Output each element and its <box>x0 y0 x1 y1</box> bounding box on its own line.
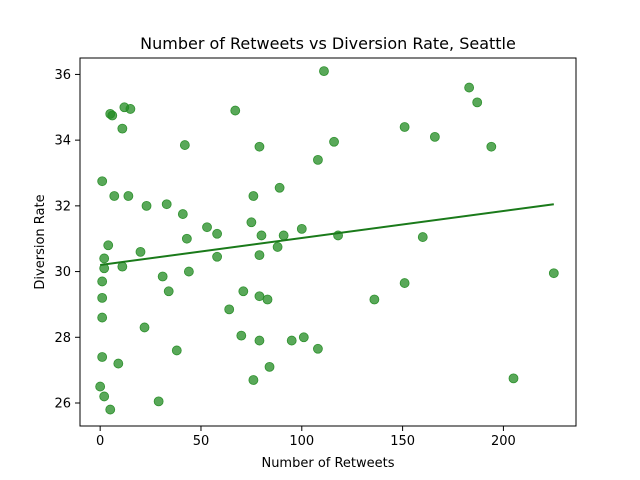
data-point-47 <box>262 294 273 305</box>
data-point-49 <box>272 242 283 252</box>
data-point-14 <box>123 191 134 201</box>
x-axis-ticks: 0 50 100 150 200 <box>96 426 516 449</box>
data-point-29 <box>179 140 190 150</box>
data-point-45 <box>254 335 265 346</box>
data-point-36 <box>230 105 241 116</box>
data-point-64 <box>429 131 440 142</box>
data-point-0 <box>95 381 106 392</box>
data-point-35 <box>224 304 235 315</box>
x-tick-label-4: 200 <box>491 434 516 449</box>
trend-line <box>100 203 554 266</box>
data-point-67 <box>486 141 497 152</box>
x-tick-label-3: 150 <box>390 434 415 449</box>
data-point-55 <box>313 154 323 165</box>
data-point-56 <box>313 343 323 354</box>
data-point-2 <box>105 404 116 415</box>
plot-frame <box>79 57 577 427</box>
data-point-54 <box>298 332 309 343</box>
data-point-62 <box>399 278 410 288</box>
trend-line-group <box>100 203 554 266</box>
data-point-46 <box>256 230 267 241</box>
data-point-60 <box>369 294 380 305</box>
y-tick-label-3: 32 <box>54 199 71 214</box>
data-point-23 <box>153 396 164 407</box>
data-point-24 <box>157 271 168 282</box>
data-point-38 <box>238 286 249 297</box>
data-point-26 <box>163 286 174 297</box>
data-point-58 <box>329 136 339 147</box>
data-point-27 <box>171 345 182 356</box>
data-point-28 <box>177 209 188 219</box>
data-point-25 <box>161 199 172 210</box>
y-tick-label-5: 36 <box>54 68 71 83</box>
data-point-69 <box>548 268 559 279</box>
data-point-65 <box>464 82 475 93</box>
data-point-9 <box>99 253 110 264</box>
data-point-6 <box>97 292 108 303</box>
data-point-40 <box>248 191 259 201</box>
x-tick-label-0: 0 <box>96 434 104 449</box>
data-point-39 <box>246 217 257 228</box>
data-point-57 <box>319 66 329 77</box>
data-point-30 <box>181 233 192 244</box>
data-point-48 <box>264 361 275 372</box>
data-point-20 <box>135 246 146 257</box>
data-point-16 <box>107 110 118 121</box>
y-axis-ticks: 26 28 30 32 34 36 <box>54 68 80 412</box>
data-point-34 <box>212 251 223 262</box>
data-point-63 <box>417 232 428 242</box>
plot-marks <box>95 66 559 415</box>
data-point-13 <box>109 191 120 201</box>
data-point-32 <box>202 222 212 233</box>
data-point-44 <box>254 291 265 302</box>
x-tick-label-2: 100 <box>289 434 314 449</box>
data-point-33 <box>212 228 223 239</box>
data-point-5 <box>97 312 108 323</box>
data-point-3 <box>97 352 108 362</box>
data-point-22 <box>141 200 152 211</box>
data-point-53 <box>296 223 307 234</box>
x-tick-label-1: 50 <box>193 434 210 449</box>
data-point-37 <box>236 330 247 341</box>
x-axis-label: Number of Retweets <box>261 456 394 471</box>
data-point-17 <box>117 123 128 134</box>
data-point-19 <box>125 104 136 114</box>
y-axis-label: Diversion Rate <box>33 194 48 289</box>
data-point-61 <box>399 122 410 132</box>
data-point-42 <box>254 141 265 152</box>
y-tick-label-4: 34 <box>54 134 71 149</box>
data-point-7 <box>97 276 108 287</box>
data-point-43 <box>254 250 265 261</box>
data-point-51 <box>278 230 289 241</box>
data-point-68 <box>508 373 519 384</box>
data-point-21 <box>139 322 150 333</box>
data-point-50 <box>274 182 285 193</box>
data-point-31 <box>183 266 194 277</box>
y-tick-label-2: 30 <box>54 265 71 280</box>
data-point-66 <box>472 97 483 108</box>
data-point-1 <box>99 391 110 402</box>
data-point-4 <box>113 358 124 369</box>
data-point-41 <box>248 375 259 385</box>
data-point-10 <box>103 240 114 251</box>
y-tick-label-1: 28 <box>54 331 71 346</box>
data-point-11 <box>117 261 128 272</box>
data-point-52 <box>286 335 297 346</box>
y-tick-label-0: 26 <box>54 397 71 412</box>
data-point-12 <box>97 176 108 187</box>
chart-title: Number of Retweets vs Diversion Rate, Se… <box>140 34 516 53</box>
